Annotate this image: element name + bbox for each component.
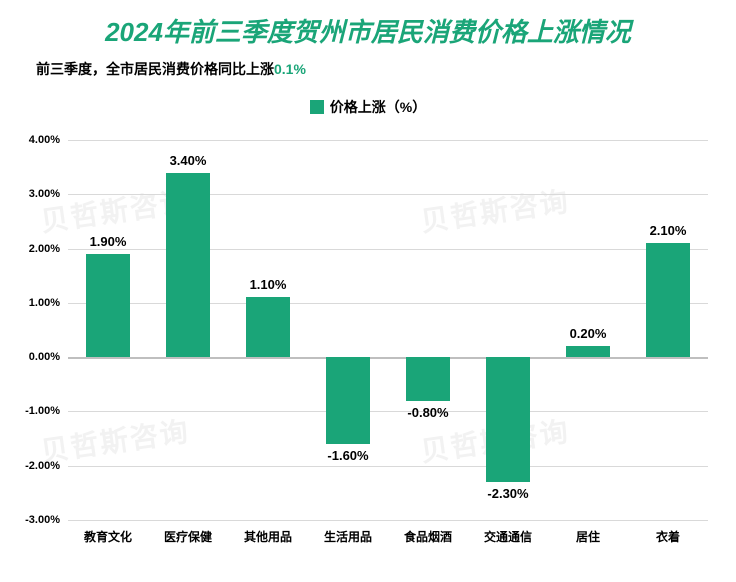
y-tick-label: -1.00% — [0, 405, 60, 417]
bar-value-label: -0.80% — [407, 405, 448, 420]
x-category-label: 医疗保健 — [164, 528, 212, 545]
y-tick-label: 3.00% — [0, 188, 60, 200]
chart-plot-area: -3.00%-2.00%-1.00%0.00%1.00%2.00%3.00%4.… — [68, 140, 708, 520]
y-tick-label: 4.00% — [0, 134, 60, 146]
bar — [166, 173, 210, 358]
bar — [246, 297, 290, 357]
legend-swatch — [310, 100, 324, 114]
gridline — [68, 520, 708, 521]
y-tick-label: -2.00% — [0, 460, 60, 472]
bar — [646, 243, 690, 357]
subtitle-highlight: 0.1% — [274, 61, 306, 77]
x-category-label: 生活用品 — [324, 528, 372, 545]
legend-label: 价格上涨（%） — [330, 99, 426, 115]
bar-value-label: 0.20% — [570, 326, 607, 341]
subtitle-prefix: 前三季度，全市居民消费价格同比上涨 — [36, 61, 274, 77]
bar — [86, 254, 130, 357]
x-category-label: 其他用品 — [244, 528, 292, 545]
x-category-label: 交通通信 — [484, 528, 532, 545]
x-category-label: 食品烟酒 — [404, 528, 452, 545]
bar-value-label: 1.90% — [90, 234, 127, 249]
bar-slot: 3.40%医疗保健 — [148, 140, 228, 520]
x-category-label: 居住 — [576, 528, 600, 545]
chart-subtitle: 前三季度，全市居民消费价格同比上涨0.1% — [0, 49, 736, 79]
bar-value-label: 2.10% — [650, 223, 687, 238]
y-tick-label: 1.00% — [0, 297, 60, 309]
bar — [326, 357, 370, 444]
bar — [566, 346, 610, 357]
bar-value-label: 1.10% — [250, 277, 287, 292]
bar-slot: -2.30%交通通信 — [468, 140, 548, 520]
bar-value-label: -2.30% — [487, 486, 528, 501]
x-category-label: 衣着 — [656, 528, 680, 545]
bar-slot: -1.60%生活用品 — [308, 140, 388, 520]
bar-slot: 1.90%教育文化 — [68, 140, 148, 520]
bar-slot: -0.80%食品烟酒 — [388, 140, 468, 520]
bar-slot: 0.20%居住 — [548, 140, 628, 520]
bar-value-label: -1.60% — [327, 448, 368, 463]
chart-title: 2024年前三季度贺州市居民消费价格上涨情况 — [0, 0, 736, 49]
y-tick-label: -3.00% — [0, 514, 60, 526]
y-tick-label: 2.00% — [0, 243, 60, 255]
chart-legend: 价格上涨（%） — [0, 97, 736, 117]
bar-value-label: 3.40% — [170, 153, 207, 168]
bar — [486, 357, 530, 482]
x-category-label: 教育文化 — [84, 528, 132, 545]
bar — [406, 357, 450, 400]
bar-slot: 2.10%衣着 — [628, 140, 708, 520]
bar-slot: 1.10%其他用品 — [228, 140, 308, 520]
y-tick-label: 0.00% — [0, 351, 60, 363]
